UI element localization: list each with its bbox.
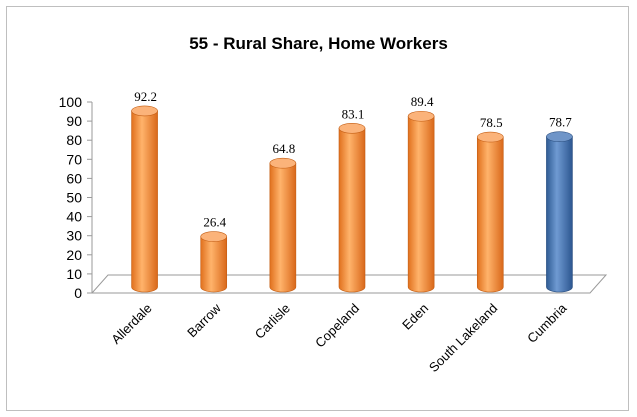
chart-title: 55 - Rural Share, Home Workers — [189, 34, 448, 53]
data-label: 78.5 — [480, 115, 503, 130]
y-tick-label: 30 — [66, 228, 82, 244]
x-tick-label: Cumbria — [524, 300, 570, 346]
x-tick-label: Allerdale — [108, 301, 154, 347]
data-label: 89.4 — [411, 94, 434, 109]
y-tick-label: 20 — [66, 247, 82, 263]
x-tick-label: Barrow — [184, 300, 224, 340]
y-tick-label: 80 — [66, 132, 82, 148]
bar-body — [131, 110, 158, 293]
y-tick-label: 60 — [66, 170, 82, 186]
y-tick-label: 10 — [66, 266, 82, 282]
data-label: 26.4 — [203, 215, 226, 230]
bar-copeland — [338, 122, 366, 293]
bar-cumbria — [546, 131, 573, 293]
bar-eden — [407, 110, 435, 293]
chart-frame — [6, 6, 629, 411]
data-label: 64.8 — [272, 141, 295, 156]
bar-barrow — [200, 231, 228, 293]
x-tick-label: Eden — [399, 301, 431, 333]
bar-body — [407, 115, 435, 293]
bar-allerdale — [131, 105, 158, 293]
bar-carlisle — [269, 157, 297, 293]
bar-body — [269, 162, 297, 293]
bar-top — [200, 231, 228, 242]
bar-top — [269, 157, 297, 169]
bar-body — [546, 136, 573, 293]
y-tick-label: 50 — [66, 190, 82, 206]
y-tick-label: 90 — [66, 113, 82, 129]
bar-south-lakeland — [476, 131, 504, 293]
bar-body — [476, 136, 504, 293]
bar-body — [200, 236, 228, 293]
y-tick-label: 70 — [66, 151, 82, 167]
x-tick-label: Carlisle — [252, 301, 293, 342]
bar-top — [338, 122, 366, 134]
data-label: 83.1 — [342, 106, 365, 121]
y-tick-label: 100 — [59, 94, 83, 110]
x-tick-label: South Lakeland — [426, 301, 501, 376]
bar-top — [546, 131, 573, 142]
data-label: 92.2 — [134, 89, 157, 104]
x-tick-label: Copeland — [312, 301, 362, 351]
y-tick-label: 0 — [74, 285, 82, 301]
y-tick-label: 40 — [66, 209, 82, 225]
bar-top — [131, 105, 158, 117]
bar-body — [338, 127, 366, 293]
bar-top — [407, 110, 435, 122]
data-label: 78.7 — [549, 115, 572, 130]
bar-top — [476, 131, 504, 143]
